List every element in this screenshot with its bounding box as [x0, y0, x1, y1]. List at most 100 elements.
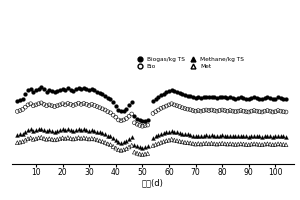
Point: [222, 109, 227, 112]
Point: [196, 134, 201, 137]
Point: [47, 89, 52, 92]
Point: [233, 143, 238, 146]
Point: [36, 136, 41, 139]
Point: [268, 135, 272, 138]
Point: [151, 100, 155, 103]
Point: [145, 145, 150, 148]
Point: [209, 134, 214, 137]
Point: [103, 141, 107, 144]
Point: [74, 103, 78, 106]
Point: [169, 138, 174, 141]
Point: [34, 89, 38, 92]
Point: [284, 110, 288, 114]
Point: [252, 134, 256, 137]
Point: [50, 104, 54, 107]
Point: [244, 135, 248, 138]
Point: [63, 89, 68, 92]
Point: [44, 129, 49, 133]
Point: [220, 108, 225, 112]
Point: [113, 116, 118, 119]
Point: [79, 103, 84, 106]
Point: [175, 131, 179, 134]
Point: [127, 103, 131, 106]
Point: [164, 91, 169, 94]
Point: [182, 133, 187, 136]
Point: [71, 104, 76, 107]
Point: [116, 141, 121, 144]
Point: [199, 96, 203, 99]
Point: [60, 128, 65, 131]
Point: [84, 128, 89, 131]
Point: [26, 137, 30, 140]
Point: [175, 90, 179, 93]
Point: [119, 149, 124, 152]
Point: [262, 96, 267, 100]
Point: [58, 89, 62, 92]
Point: [254, 96, 259, 100]
Point: [113, 104, 118, 107]
Point: [98, 131, 102, 134]
Point: [121, 109, 126, 112]
Point: [92, 104, 97, 107]
Point: [273, 110, 278, 113]
Point: [270, 135, 275, 138]
Point: [15, 110, 20, 113]
Point: [167, 89, 171, 92]
Point: [204, 95, 208, 99]
Point: [262, 110, 267, 113]
Point: [23, 93, 28, 96]
Point: [212, 96, 217, 99]
Point: [116, 148, 121, 151]
Point: [108, 98, 113, 101]
Point: [161, 106, 166, 109]
Point: [34, 129, 38, 132]
Point: [65, 127, 70, 131]
Point: [257, 97, 262, 100]
Point: [81, 136, 86, 139]
Point: [84, 103, 89, 106]
Point: [50, 129, 54, 133]
Point: [161, 140, 166, 143]
Point: [65, 136, 70, 139]
Point: [140, 125, 145, 128]
Point: [278, 135, 283, 138]
Point: [28, 128, 33, 131]
Point: [281, 110, 286, 113]
Point: [164, 104, 169, 108]
Point: [204, 108, 208, 112]
Point: [55, 104, 60, 107]
Point: [156, 142, 161, 145]
Point: [188, 95, 193, 98]
Point: [111, 145, 116, 148]
Point: [159, 133, 164, 136]
Point: [190, 96, 195, 99]
Point: [177, 91, 182, 95]
Point: [182, 141, 187, 144]
Point: [95, 90, 100, 93]
Point: [180, 132, 185, 135]
Point: [167, 130, 171, 133]
X-axis label: 时间(d): 时间(d): [142, 179, 164, 188]
Point: [180, 140, 185, 143]
Point: [222, 134, 227, 137]
Point: [225, 135, 230, 138]
Point: [68, 137, 73, 140]
Point: [278, 96, 283, 100]
Point: [41, 87, 46, 90]
Point: [278, 143, 283, 146]
Point: [26, 103, 30, 106]
Point: [98, 139, 102, 142]
Point: [278, 110, 283, 113]
Point: [47, 129, 52, 132]
Point: [260, 135, 265, 138]
Point: [238, 142, 243, 145]
Point: [55, 129, 60, 133]
Point: [121, 118, 126, 122]
Point: [246, 143, 251, 146]
Point: [276, 109, 280, 112]
Point: [276, 142, 280, 145]
Point: [265, 134, 270, 137]
Point: [58, 137, 62, 140]
Point: [214, 110, 219, 113]
Point: [108, 135, 113, 138]
